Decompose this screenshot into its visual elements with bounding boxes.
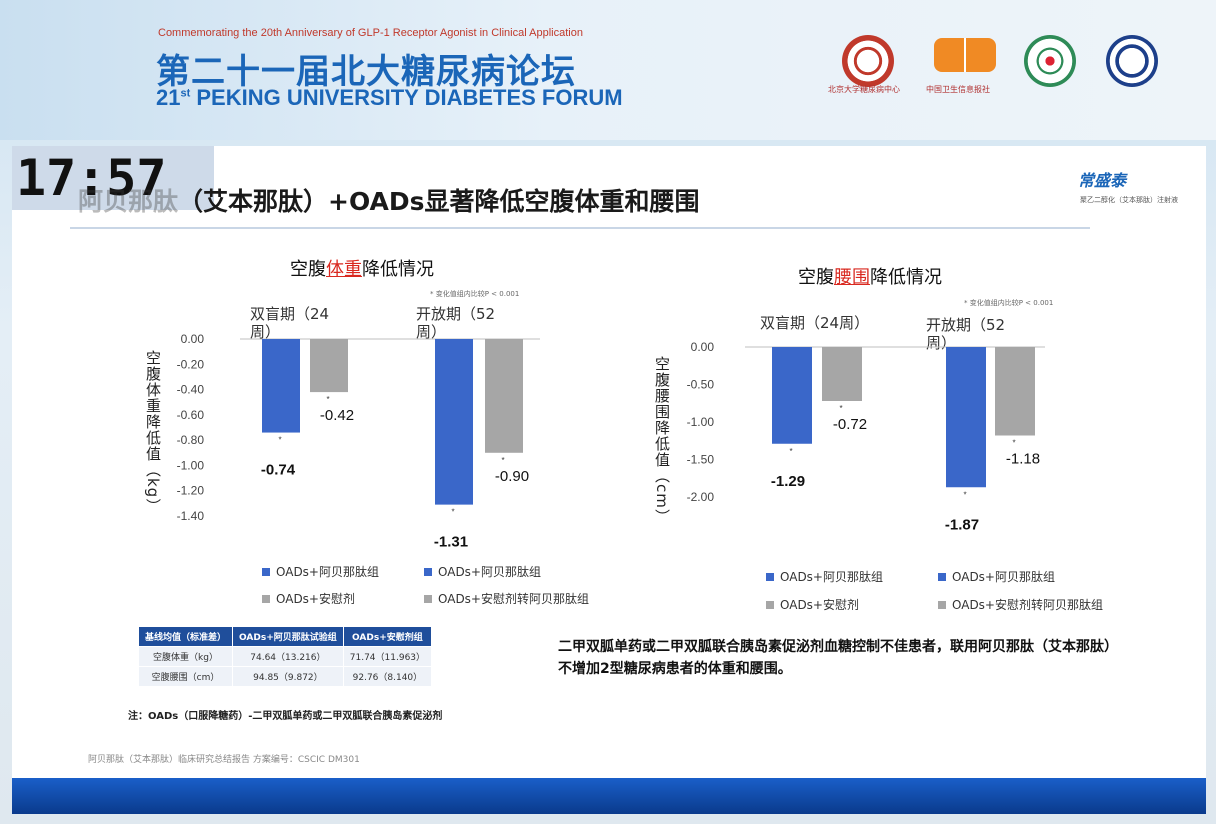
data-label: -1.31 <box>434 534 468 551</box>
significance-marker: * <box>963 490 966 499</box>
legend-item: OADs+阿贝那肽组 <box>938 568 1055 585</box>
legend-item: OADs+阿贝那肽组 <box>766 568 883 585</box>
table-row: 空腹腰围（cm） 94.85（9.872） 92.76（8.140） <box>137 666 433 687</box>
y-tick-label: 0.00 <box>691 340 715 354</box>
data-label: -0.42 <box>320 407 354 424</box>
y-tick-label: -1.20 <box>177 484 205 498</box>
table-header-cell: 基线均值（标准差） <box>137 626 234 647</box>
title-divider <box>70 227 1090 229</box>
y-tick-label: -0.80 <box>177 433 205 447</box>
legend-item: OADs+安慰剂 <box>766 596 859 613</box>
header-banner <box>0 0 1216 140</box>
y-tick-label: -0.50 <box>687 378 715 392</box>
chart-title-weight: 空腹体重降低情况 <box>290 259 434 280</box>
table-header-cell: OADs+安慰剂组 <box>342 626 433 647</box>
bar <box>772 347 812 444</box>
data-label: -0.74 <box>261 462 296 479</box>
footnote: 注：OADs（口服降糖药）-二甲双胍单药或二甲双胍联合胰岛素促泌剂 <box>128 711 443 722</box>
table-cell: 空腹体重（kg） <box>137 646 234 667</box>
phase-label: 双盲期（24周） <box>760 314 870 332</box>
footer-bar <box>12 778 1206 814</box>
bar <box>485 339 523 453</box>
table-row: 空腹体重（kg） 74.64（13.216） 71.74（11.963） <box>137 646 433 667</box>
forum-title-cn: 第二十一届北大糖尿病论坛 <box>156 52 576 92</box>
significance-marker: * <box>1012 439 1015 448</box>
significance-marker: * <box>501 456 504 465</box>
table-cell: 74.64（13.216） <box>232 646 344 667</box>
chart-title-waist: 空腹腰围降低情况 <box>798 267 942 288</box>
logo-caption: 中国卫生信息报社 <box>926 85 990 94</box>
table-header-row: 基线均值（标准差） OADs+阿贝那肽试验组 OADs+安慰剂组 <box>137 626 433 647</box>
data-label: -1.29 <box>771 473 805 490</box>
legend-item: OADs+阿贝那肽组 <box>262 563 379 580</box>
forum-subtitle: Commemorating the 20th Anniversary of GL… <box>158 27 583 39</box>
bar <box>995 347 1035 436</box>
data-label: -0.72 <box>833 416 867 433</box>
conclusion-text: 二甲双胍单药或二甲双胍联合胰岛素促泌剂血糖控制不佳患者，联用阿贝那肽（艾本那肽）… <box>558 639 1118 677</box>
y-axis-label: 空腹腰围降低值（cm） <box>653 356 671 525</box>
table-cell: 71.74（11.963） <box>342 646 433 667</box>
slide-panel <box>12 146 1206 814</box>
significance-marker: * <box>326 395 329 404</box>
data-label: -0.90 <box>495 468 529 485</box>
brand-logo: 常盛泰 聚乙二醇化（艾本那肽）注射液 <box>1078 171 1178 204</box>
y-tick-label: -0.20 <box>177 357 205 371</box>
y-tick-label: -2.00 <box>687 490 715 504</box>
significance-marker: * <box>839 404 842 413</box>
source-reference: 阿贝那肽（艾本那肽）临床研究总结报告 方案编号：CSCIC DM301 <box>88 755 360 765</box>
phase-label: 双盲期（24周） <box>250 305 330 341</box>
significance-note: * 变化值组内比较P < 0.001 <box>964 299 1054 307</box>
data-label: -1.18 <box>1006 451 1040 468</box>
bar <box>822 347 862 401</box>
legend-item: OADs+安慰剂 <box>262 590 355 607</box>
significance-note: * 变化值组内比较P < 0.001 <box>430 290 520 298</box>
y-tick-label: -1.00 <box>687 415 715 429</box>
diabetes-society-logo <box>1106 35 1158 87</box>
significance-marker: * <box>451 508 454 517</box>
baseline-table: 基线均值（标准差） OADs+阿贝那肽试验组 OADs+安慰剂组 空腹体重（kg… <box>137 626 433 687</box>
china-health-promotion-logo <box>934 38 996 72</box>
phase-label: 开放期（52周） <box>416 305 496 341</box>
bar <box>435 339 473 505</box>
y-tick-label: -0.60 <box>177 408 205 422</box>
bar <box>946 347 986 488</box>
slide-title: 阿贝那肽（艾本那肽）+OADs显著降低空腹体重和腰围 <box>78 187 700 216</box>
table-cell: 94.85（9.872） <box>232 666 344 687</box>
medical-association-logo <box>1024 35 1076 87</box>
table-cell: 空腹腰围（cm） <box>137 666 234 687</box>
y-tick-label: -1.50 <box>687 453 715 467</box>
data-label: -1.87 <box>945 516 979 533</box>
y-tick-label: -1.00 <box>177 458 205 472</box>
y-tick-label: -0.40 <box>177 383 205 397</box>
legend-item: OADs+安慰剂转阿贝那肽组 <box>424 590 589 607</box>
timestamp-overlay: 17:57 <box>12 146 214 210</box>
significance-marker: * <box>789 447 792 456</box>
peking-university-logo <box>842 35 894 87</box>
y-tick-label: -1.40 <box>177 509 205 523</box>
bar <box>310 339 348 393</box>
y-axis-label: 空腹体重降低值（kg） <box>144 350 162 515</box>
table-header-cell: OADs+阿贝那肽试验组 <box>232 626 344 647</box>
table-cell: 92.76（8.140） <box>342 666 433 687</box>
legend-item: OADs+阿贝那肽组 <box>424 563 541 580</box>
forum-title-en: 21st PEKING UNIVERSITY DIABETES FORUM <box>156 85 623 110</box>
y-tick-label: 0.00 <box>181 332 205 346</box>
bar <box>262 339 300 433</box>
logo-caption: 北京大学糖尿病中心 <box>828 85 900 94</box>
significance-marker: * <box>278 436 281 445</box>
legend-item: OADs+安慰剂转阿贝那肽组 <box>938 596 1103 613</box>
